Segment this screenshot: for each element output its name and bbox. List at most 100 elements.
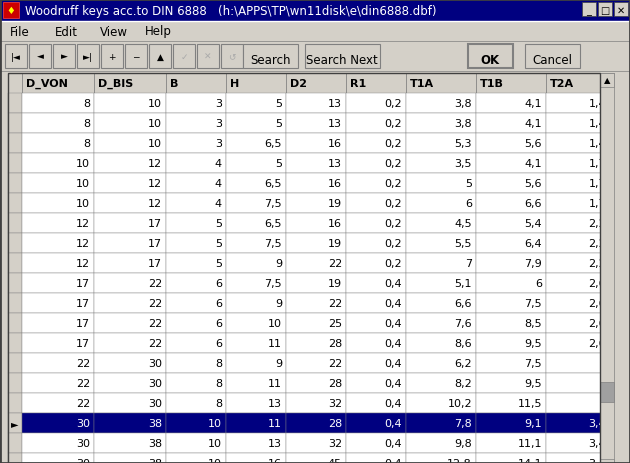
Text: 4,1: 4,1 (524, 119, 542, 129)
Bar (22, 333, 94, 353)
Bar (406, 154, 476, 174)
Text: 38: 38 (148, 438, 162, 448)
Bar (476, 353, 546, 373)
Bar (546, 353, 610, 373)
Text: 13: 13 (328, 159, 342, 169)
Text: 10: 10 (208, 438, 222, 448)
Text: □: □ (600, 6, 610, 16)
Bar (166, 74, 226, 94)
Text: 6: 6 (215, 278, 222, 288)
Bar (546, 333, 610, 353)
Text: T2A: T2A (550, 79, 574, 89)
Bar (166, 393, 226, 413)
Text: 2,2: 2,2 (588, 219, 606, 229)
Text: 13: 13 (268, 398, 282, 408)
Text: 3,8: 3,8 (454, 99, 472, 109)
Text: 10: 10 (148, 119, 162, 129)
Bar (346, 313, 406, 333)
Bar (8, 313, 22, 333)
Bar (476, 213, 546, 233)
Bar (614, 3, 628, 17)
Text: 5,6: 5,6 (525, 179, 542, 188)
Bar (346, 274, 406, 294)
Bar (346, 194, 406, 213)
Text: D2: D2 (290, 79, 307, 89)
Text: 0,4: 0,4 (384, 418, 402, 428)
Bar (8, 174, 22, 194)
Text: 6,6: 6,6 (525, 199, 542, 208)
Text: 16: 16 (268, 458, 282, 463)
Bar (166, 274, 226, 294)
Bar (8, 373, 22, 393)
Text: Cancel: Cancel (532, 53, 572, 66)
Bar (166, 294, 226, 313)
Text: Search Next: Search Next (306, 53, 378, 66)
Bar (546, 433, 610, 453)
FancyBboxPatch shape (305, 45, 380, 69)
Bar (226, 433, 286, 453)
Bar (406, 453, 476, 463)
Bar (8, 294, 22, 313)
Bar (406, 393, 476, 413)
Bar (346, 433, 406, 453)
Text: 0,2: 0,2 (384, 119, 402, 129)
Text: 16: 16 (328, 179, 342, 188)
Text: 8: 8 (83, 99, 90, 109)
Text: 8: 8 (215, 358, 222, 368)
Text: 6,6: 6,6 (454, 298, 472, 308)
Bar (22, 353, 94, 373)
Bar (346, 453, 406, 463)
Bar (22, 253, 94, 274)
Text: 6,2: 6,2 (454, 358, 472, 368)
Text: D_BIS: D_BIS (98, 79, 134, 89)
Text: _: _ (587, 6, 592, 16)
Bar (22, 74, 94, 94)
Bar (8, 253, 22, 274)
Bar (22, 134, 94, 154)
Text: 9: 9 (275, 298, 282, 308)
Bar (8, 393, 22, 413)
Bar (286, 134, 346, 154)
Bar (22, 453, 94, 463)
Bar (286, 313, 346, 333)
Text: ▲: ▲ (604, 76, 610, 85)
Text: +: + (108, 52, 116, 62)
Bar (226, 373, 286, 393)
Bar (166, 114, 226, 134)
Bar (8, 74, 600, 463)
Bar (8, 194, 22, 213)
Bar (286, 433, 346, 453)
Text: D_VON: D_VON (26, 79, 68, 89)
Text: ►: ► (60, 52, 67, 62)
Text: 9: 9 (275, 258, 282, 269)
Bar (286, 74, 346, 94)
Text: 28: 28 (328, 418, 342, 428)
Bar (346, 393, 406, 413)
Bar (406, 294, 476, 313)
Text: |◄: |◄ (11, 52, 21, 62)
Bar (346, 114, 406, 134)
Bar (166, 94, 226, 114)
Text: 30: 30 (76, 458, 90, 463)
Text: 0,2: 0,2 (384, 258, 402, 269)
Text: 0,2: 0,2 (384, 199, 402, 208)
Bar (8, 213, 22, 233)
Bar (166, 333, 226, 353)
Bar (406, 373, 476, 393)
Bar (22, 174, 94, 194)
Bar (286, 174, 346, 194)
Text: 10: 10 (148, 139, 162, 149)
Text: 45: 45 (328, 458, 342, 463)
Text: 6: 6 (465, 199, 472, 208)
Bar (22, 373, 94, 393)
Text: 7: 7 (465, 258, 472, 269)
Text: 1,4: 1,4 (588, 99, 606, 109)
Text: R1: R1 (350, 79, 366, 89)
Text: 22: 22 (328, 358, 342, 368)
Text: 5: 5 (275, 99, 282, 109)
Bar (546, 194, 610, 213)
Text: ✕: ✕ (204, 52, 212, 62)
Bar (94, 174, 166, 194)
Bar (546, 313, 610, 333)
Bar (8, 114, 22, 134)
